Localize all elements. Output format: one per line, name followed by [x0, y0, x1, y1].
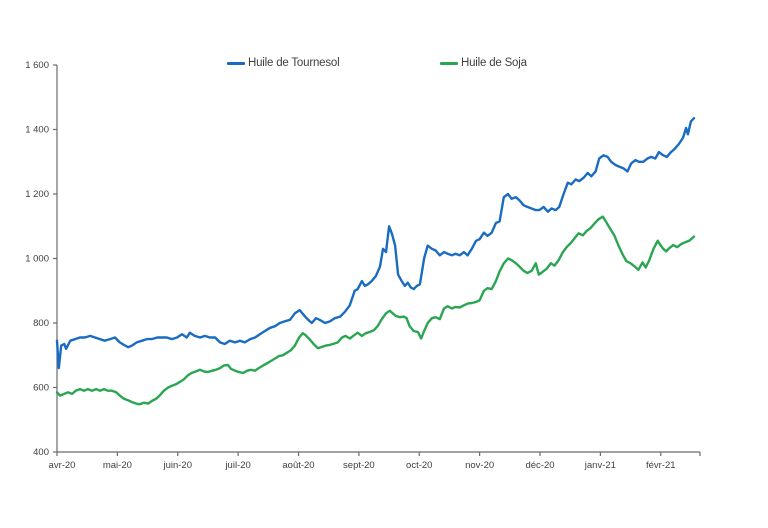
y-tick-label: 1 400 — [25, 125, 49, 136]
x-tick-label: juin-20 — [162, 460, 192, 471]
y-tick-label: 600 — [33, 383, 49, 394]
x-tick-label: déc-20 — [525, 460, 554, 471]
x-tick-label: oct-20 — [406, 460, 432, 471]
series-line-soja — [55, 215, 696, 406]
x-tick-label: août-20 — [282, 460, 314, 471]
series-line-tournesol — [55, 116, 696, 370]
x-tick-label: nov-20 — [465, 460, 494, 471]
x-tick-label: avr-20 — [49, 460, 76, 471]
x-tick-label: mai-20 — [103, 460, 132, 471]
y-tick-label: 1 000 — [25, 254, 49, 265]
y-tick-label: 1 200 — [25, 189, 49, 200]
x-tick-label: janv-21 — [584, 460, 616, 471]
y-tick-label: 1 600 — [25, 60, 49, 71]
x-tick-label: févr-21 — [646, 460, 676, 471]
y-tick-label: 800 — [33, 318, 49, 329]
x-tick-label: sept-20 — [343, 460, 375, 471]
x-tick-label: juil-20 — [224, 460, 250, 471]
y-tick-label: 400 — [33, 447, 49, 458]
